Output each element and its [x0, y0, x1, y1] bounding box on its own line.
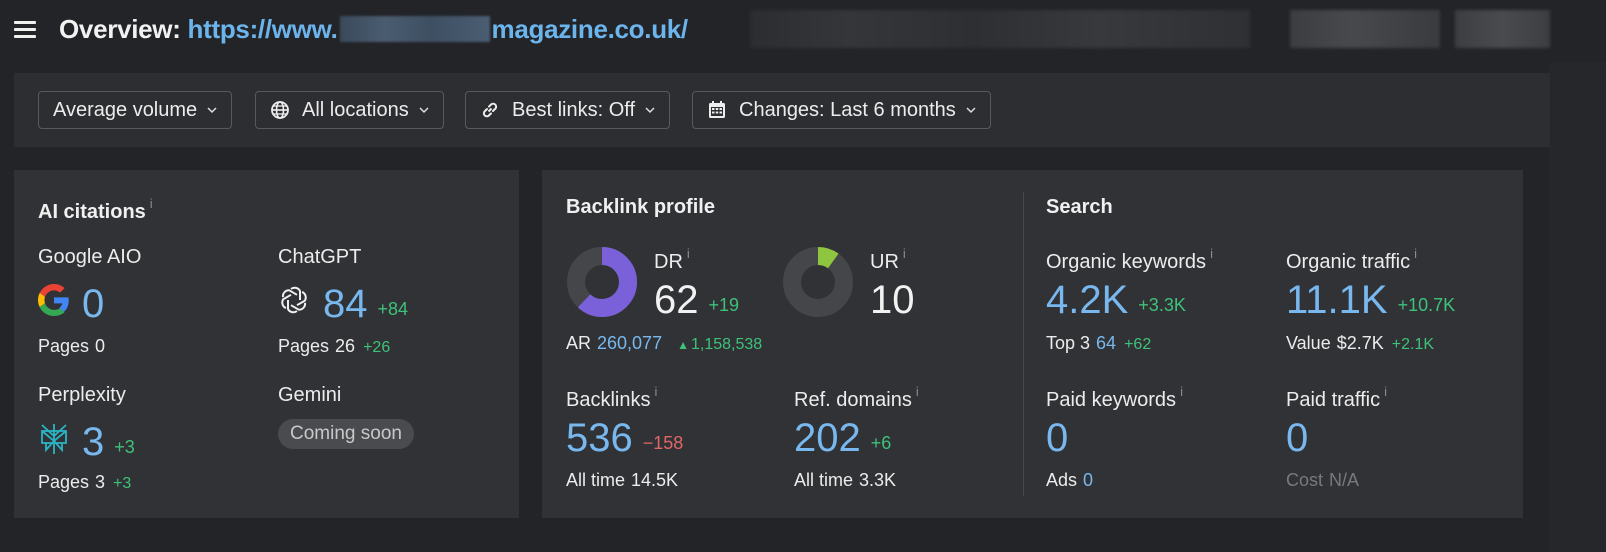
info-icon[interactable]: i [1414, 246, 1418, 261]
perplexity-pages: Pages 3 +3 [38, 472, 132, 492]
chatgpt-pages: Pages 26 +26 [278, 336, 391, 356]
redacted-header-action[interactable] [1290, 10, 1440, 48]
backlink-search-card: Backlink profile DR i 62 +19 UR i 10 AR 260,… [542, 170, 1523, 518]
organic-keywords-value[interactable]: 4.2K +3.3K [1046, 278, 1186, 322]
paid-traffic-value[interactable]: 0 [1286, 416, 1309, 460]
dr-label: DR i [654, 246, 690, 273]
perplexity-label: Perplexity [38, 384, 126, 406]
changes-period-dropdown[interactable]: Changes: Last 6 months [692, 91, 991, 129]
ur-value: 10 [870, 278, 915, 322]
paid-keywords-label: Paid keywords i [1046, 384, 1183, 411]
ur-label: UR i [870, 246, 906, 273]
chatgpt-value[interactable]: 84 +84 [323, 282, 409, 326]
filter-bar: Average volume All locations Best links:… [14, 73, 1550, 147]
chevron-down-icon [419, 105, 429, 115]
title-label: Overview: [59, 14, 181, 44]
globe-icon [270, 100, 290, 120]
ads-count: Ads 0 [1046, 470, 1094, 490]
paid-cost: Cost N/A [1286, 470, 1360, 490]
perplexity-icon [38, 422, 70, 461]
info-icon[interactable]: i [686, 246, 690, 261]
section-divider [1023, 192, 1024, 496]
redacted-domain [339, 16, 490, 42]
chatgpt-label: ChatGPT [278, 246, 362, 268]
coming-soon-badge: Coming soon [278, 419, 414, 449]
redacted-header-content [750, 10, 1250, 48]
info-icon[interactable]: i [915, 384, 919, 399]
gemini-label: Gemini [278, 384, 342, 406]
ai-citations-title: AI citations i [38, 196, 153, 223]
organic-traffic-label: Organic traffic i [1286, 246, 1418, 273]
ref-domains-all-time: All time 3.3K [794, 470, 897, 490]
best-links-dropdown[interactable]: Best links: Off [465, 91, 671, 129]
organic-traffic-value[interactable]: 11.1K +10.7K [1286, 278, 1456, 322]
link-icon [480, 100, 500, 120]
google-icon [38, 284, 70, 321]
perplexity-value[interactable]: 3 +3 [82, 420, 135, 464]
google-aio-value[interactable]: 0 [82, 282, 105, 326]
ur-donut-chart [782, 246, 854, 323]
backlinks-value[interactable]: 536 −158 [566, 416, 684, 460]
info-icon[interactable]: i [654, 384, 658, 399]
chevron-down-icon [645, 105, 655, 115]
ref-domains-label: Ref. domains i [794, 384, 919, 411]
ai-citations-card: AI citations i Google AIO 0 Pages 0 ChatGP… [14, 170, 519, 518]
target-url-link[interactable]: https://www. magazine.co.uk/ [187, 14, 689, 44]
google-aio-label: Google AIO [38, 246, 142, 268]
dr-value: 62 +19 [654, 278, 740, 322]
backlinks-label: Backlinks i [566, 384, 658, 411]
arrow-up-icon: ▲ [677, 338, 689, 352]
ahrefs-rank: AR 260,077 ▲ 1,158,538 [566, 333, 763, 353]
locations-dropdown[interactable]: All locations [255, 91, 444, 129]
top3-keywords: Top 3 64 +62 [1046, 333, 1152, 353]
dr-donut-chart [566, 246, 638, 323]
paid-traffic-label: Paid traffic i [1286, 384, 1388, 411]
paid-keywords-value[interactable]: 0 [1046, 416, 1069, 460]
info-icon[interactable]: i [1210, 246, 1213, 261]
backlink-profile-title: Backlink profile [566, 196, 715, 218]
info-icon[interactable]: i [1180, 384, 1183, 399]
average-volume-dropdown[interactable]: Average volume [38, 91, 233, 129]
calendar-icon [707, 100, 727, 120]
organic-keywords-label: Organic keywords i [1046, 246, 1213, 273]
chevron-down-icon [966, 105, 976, 115]
ref-domains-value[interactable]: 202 +6 [794, 416, 892, 460]
openai-icon [278, 284, 310, 321]
page-edge [1550, 62, 1606, 552]
redacted-header-action[interactable] [1455, 10, 1550, 48]
chevron-down-icon [207, 105, 217, 115]
hamburger-menu-icon[interactable] [14, 21, 36, 39]
info-icon[interactable]: i [902, 246, 906, 261]
search-title: Search [1046, 196, 1113, 218]
google-aio-pages: Pages 0 [38, 336, 106, 356]
info-icon[interactable]: i [149, 196, 153, 211]
page-title: Overview: https://www. magazine.co.uk/ [59, 14, 688, 45]
backlinks-all-time: All time 14.5K [566, 470, 679, 490]
page-header: Overview: https://www. magazine.co.uk/ [0, 0, 1606, 62]
traffic-value: Value $2.7K +2.1K [1286, 333, 1435, 353]
info-icon[interactable]: i [1384, 384, 1388, 399]
